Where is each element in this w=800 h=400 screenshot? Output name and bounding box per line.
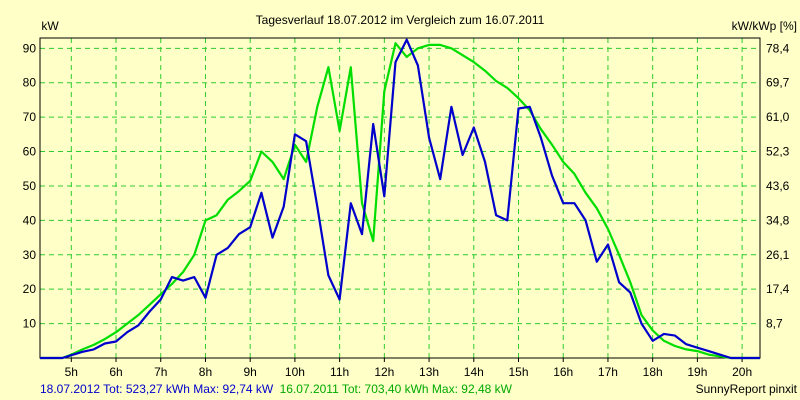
y-axis-label-right: kW/kWp [%] <box>732 19 797 33</box>
y-tick-label-left: 40 <box>23 213 37 227</box>
y-tick-label-right: 34,8 <box>766 213 790 227</box>
chart-title: Tagesverlauf 18.07.2012 im Vergleich zum… <box>256 13 545 27</box>
footer-2011: 16.07.2011 Tot: 703,40 kWh Max: 92,48 kW <box>280 382 513 396</box>
y-tick-label-right: 26,1 <box>766 248 790 262</box>
y-axis-ticks-right: 8,7 17,4 26,1 34,8 43,6 52,3 61,0 69,7 78,4 <box>766 41 790 330</box>
x-tick-label: 19h <box>687 365 707 379</box>
x-tick-label: 7h <box>154 365 167 379</box>
credit-text: SunnyReport pinxit <box>696 382 798 396</box>
y-axis-ticks-left: 10 20 30 40 50 60 70 80 90 <box>23 41 37 330</box>
x-tick-label: 14h <box>464 365 484 379</box>
x-tick-label: 15h <box>508 365 528 379</box>
y-tick-label-right: 61,0 <box>766 110 790 124</box>
y-tick-label-left: 60 <box>23 145 37 159</box>
x-axis-ticks: 5h 6h 7h 8h 9h 10h 11h 12h 13h 14h 15h 16h 17h 18h 19h… <box>65 358 752 379</box>
x-tick-label: 11h <box>330 365 349 379</box>
x-tick-label: 13h <box>419 365 439 379</box>
y-axis-label-left: kW <box>41 19 59 33</box>
footer-2012: 18.07.2012 Tot: 523,27 kWh Max: 92,74 kW <box>40 382 274 396</box>
y-tick-label-left: 20 <box>23 282 37 296</box>
x-tick-label: 16h <box>553 365 573 379</box>
x-tick-label: 17h <box>598 365 618 379</box>
x-tick-label: 18h <box>643 365 663 379</box>
y-tick-label-right: 52,3 <box>766 145 790 159</box>
plot-frame <box>39 37 761 359</box>
y-tick-label-right: 78,4 <box>766 41 790 55</box>
x-tick-label: 12h <box>374 365 394 379</box>
y-tick-label-right: 8,7 <box>766 317 783 331</box>
x-tick-label: 20h <box>732 365 752 379</box>
series-lines <box>40 38 760 360</box>
y-tick-label-left: 90 <box>23 41 37 55</box>
y-tick-label-left: 80 <box>23 76 37 90</box>
y-tick-label-right: 17,4 <box>766 282 790 296</box>
x-tick-label: 10h <box>285 365 305 379</box>
x-tick-label: 5h <box>65 365 78 379</box>
series-line <box>40 38 760 360</box>
x-tick-label: 6h <box>109 365 122 379</box>
y-tick-label-left: 50 <box>23 179 37 193</box>
y-tick-label-right: 43,6 <box>766 179 790 193</box>
footer-summary: 18.07.2012 Tot: 523,27 kWh Max: 92,74 kW… <box>40 382 513 396</box>
y-tick-label-left: 10 <box>23 317 37 331</box>
y-tick-label-left: 30 <box>23 248 37 262</box>
x-tick-label: 9h <box>244 365 257 379</box>
y-tick-label-right: 69,7 <box>766 76 790 90</box>
x-tick-label: 8h <box>199 365 212 379</box>
y-tick-label-left: 70 <box>23 110 37 124</box>
